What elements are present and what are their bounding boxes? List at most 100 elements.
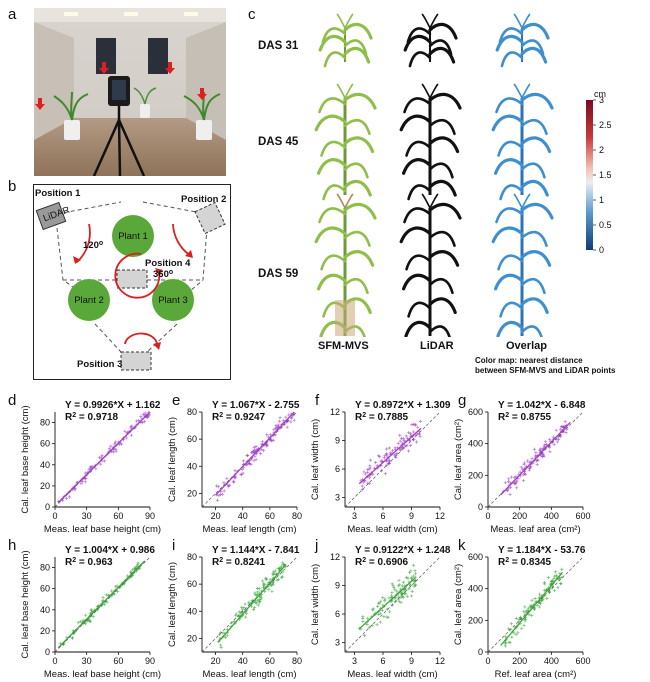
row-label-das45: DAS 45: [258, 136, 299, 148]
data-point: [371, 607, 376, 611]
r-squared-value: R2 = 0.8345: [498, 557, 552, 569]
data-point: [516, 631, 520, 635]
colorbar-tick-label: 0: [599, 245, 604, 254]
data-point: [361, 616, 365, 620]
data-point: [277, 419, 282, 423]
room-photo: [34, 8, 226, 176]
data-point: [528, 466, 532, 470]
data-point: [383, 472, 387, 476]
data-point: [559, 581, 563, 585]
data-point: [363, 472, 368, 476]
data-point: [406, 576, 410, 580]
arrowhead-icon: [185, 250, 193, 258]
data-point: [523, 619, 527, 623]
data-point: [390, 582, 394, 586]
data-point: [387, 596, 391, 600]
data-point: [552, 442, 556, 447]
data-point: [515, 486, 519, 490]
panel-letter-g: g: [458, 392, 467, 409]
data-point: [403, 588, 407, 592]
regression-line: [57, 560, 146, 649]
data-point: [245, 453, 249, 457]
position-1-label: Position 1: [35, 188, 81, 199]
y-tick-label: 0: [478, 647, 483, 657]
data-point: [378, 455, 382, 459]
x-tick-label: 6: [380, 511, 385, 521]
colorbar-tick-label: 1: [599, 195, 604, 205]
data-point: [558, 427, 562, 431]
data-point: [379, 599, 383, 603]
data-point: [232, 619, 236, 624]
arrow-icon: [99, 62, 109, 74]
colorbar-gradient: [586, 100, 593, 250]
regression-equation: Y = 1.184*X - 53.76: [498, 545, 586, 556]
data-point: [101, 595, 105, 600]
data-point: [114, 440, 118, 444]
data-point: [419, 419, 423, 423]
data-point: [219, 643, 223, 647]
x-axis-label: Meas. leaf length (cm): [203, 669, 297, 680]
data-point: [547, 590, 552, 594]
data-point: [413, 572, 418, 576]
data-point: [526, 459, 530, 463]
data-point: [252, 448, 257, 452]
y-tick-label: 400: [468, 584, 483, 594]
x-tick-label: 3: [352, 511, 357, 521]
r-squared-value: R2 = 0.963: [65, 557, 113, 569]
data-point: [247, 461, 251, 465]
data-point: [254, 445, 258, 449]
data-point: [142, 419, 147, 424]
arrowhead-icon: [153, 342, 161, 350]
data-point: [554, 428, 558, 432]
y-tick-label: 0: [478, 502, 483, 512]
lidar-position-1: [35, 201, 67, 231]
x-tick-label: 200: [512, 511, 527, 521]
data-point: [547, 437, 552, 442]
x-tick-label: 200: [512, 656, 527, 666]
y-axis-label: Cal. leaf width (cm): [310, 419, 321, 500]
y-tick-label: 60: [40, 584, 50, 594]
plant-pot-center: [133, 87, 157, 118]
data-point: [545, 596, 549, 600]
data-point: [261, 585, 265, 590]
data-point: [527, 613, 531, 617]
data-point: [538, 449, 542, 453]
panel-letter-f: f: [315, 392, 320, 409]
data-point: [396, 594, 400, 598]
data-point: [222, 481, 226, 485]
data-point: [396, 441, 400, 446]
data-point: [259, 447, 264, 451]
data-point: [221, 631, 225, 635]
data-point: [527, 606, 531, 610]
data-point: [521, 473, 525, 477]
data-point: [252, 459, 256, 463]
data-point: [244, 615, 248, 619]
y-tick-label: 9: [335, 581, 340, 591]
data-point: [543, 440, 548, 444]
data-point: [542, 588, 546, 592]
data-point: [135, 563, 140, 567]
x-axis-label: Meas. leaf width (cm): [347, 524, 437, 535]
data-point: [265, 577, 269, 581]
data-point: [216, 498, 220, 502]
data-point: [247, 600, 251, 604]
data-point: [400, 595, 405, 599]
plant-lidar-das-2: [399, 193, 462, 337]
data-point: [552, 574, 557, 578]
data-point: [518, 616, 522, 620]
data-point: [534, 451, 538, 455]
data-point: [533, 597, 537, 601]
data-point: [222, 489, 226, 493]
data-point: [274, 426, 278, 430]
plant-point-clouds: [314, 13, 554, 337]
data-point: [268, 577, 272, 582]
data-point: [146, 414, 150, 419]
column-label-lidar: LiDAR: [420, 340, 454, 352]
data-point: [510, 635, 514, 639]
colorbar: cm 3 2.5 2 1.5 1 0.5 0: [586, 92, 612, 254]
position-diagram: Position 1 Position 2 Position 3 Positio…: [35, 188, 226, 371]
data-point: [560, 424, 564, 428]
data-point: [408, 443, 413, 448]
